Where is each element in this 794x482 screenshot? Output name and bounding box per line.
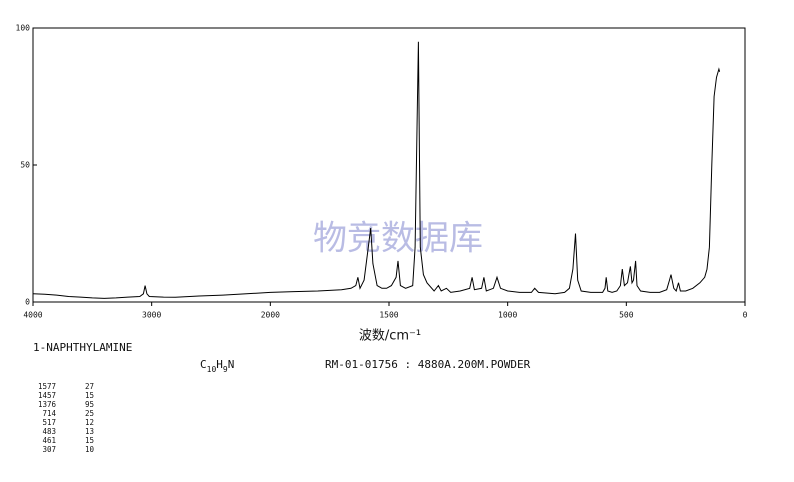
- x-tick-label: 0: [743, 311, 748, 320]
- formula-part: H: [216, 358, 223, 371]
- formula: C10H9N: [200, 358, 234, 374]
- formula-part: C: [200, 358, 207, 371]
- plot-frame: [32, 27, 746, 303]
- peak-position: 1577: [38, 382, 56, 391]
- x-tick-label: 4000: [23, 311, 42, 320]
- peak-intensity: 15: [85, 436, 94, 445]
- peak-position: 483: [42, 427, 56, 436]
- peak-intensity: 10: [85, 445, 95, 454]
- peak-intensity: 95: [85, 400, 94, 409]
- peak-position: 1457: [38, 391, 56, 400]
- x-tick-label: 1000: [498, 311, 517, 320]
- x-tick-label: 500: [619, 311, 634, 320]
- formula-part: N: [228, 358, 235, 371]
- watermark: 物竞数据库: [313, 219, 483, 259]
- peak-position: 517: [42, 418, 56, 427]
- x-tick-label: 1500: [379, 311, 398, 320]
- peak-intensity: 13: [85, 427, 94, 436]
- formula-part: 9: [223, 365, 228, 374]
- peak-intensity: 27: [85, 382, 94, 391]
- y-tick-label: 0: [25, 298, 30, 307]
- chart-title: 1-NAPHTHYLAMINE: [33, 341, 132, 354]
- peak-intensity: 15: [85, 391, 94, 400]
- y-tick-label: 100: [16, 24, 31, 33]
- spectrum-line: [32, 41, 721, 299]
- peak-intensity: 12: [85, 418, 94, 427]
- peak-position: 714: [42, 409, 56, 418]
- x-tick-label: 3000: [142, 311, 161, 320]
- peak-position: 307: [42, 445, 56, 454]
- peak-position: 461: [42, 436, 56, 445]
- y-tick-label: 50: [20, 161, 30, 170]
- peak-intensity: 25: [85, 409, 94, 418]
- x-tick-label: 2000: [261, 311, 280, 320]
- peak-position: 1376: [38, 400, 57, 409]
- x-axis-label: 波数/cm⁻¹: [359, 329, 421, 344]
- formula-part: 10: [207, 365, 217, 374]
- sample-info: RM-01-01756 : 4880A.200M.POWDER: [325, 358, 531, 371]
